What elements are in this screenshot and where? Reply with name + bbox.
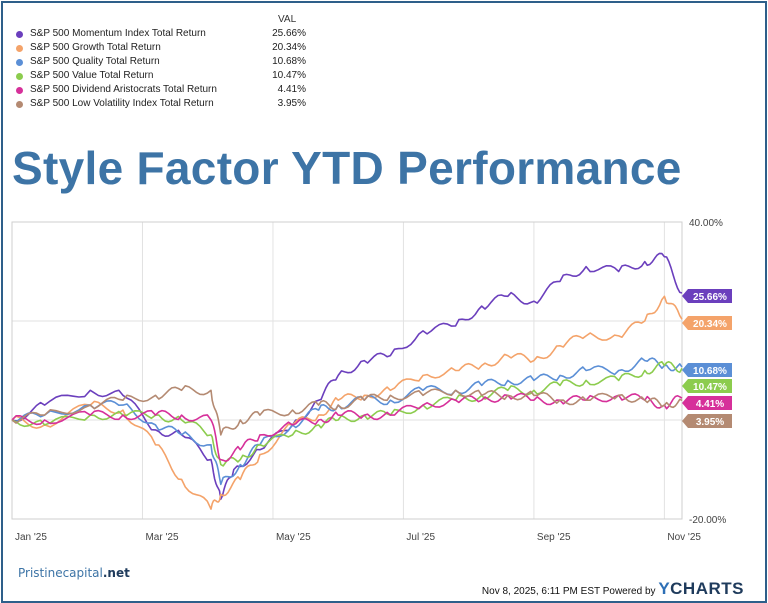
legend-value: 3.95% [277,98,306,109]
end-value-tag [682,396,732,410]
end-value-tag [682,316,732,330]
footer-timestamp: Nov 8, 2025, 6:11 PM EST Powered by YCHA… [482,579,744,599]
legend-label: S&P 500 Dividend Aristocrats Total Retur… [30,84,217,95]
legend-item[interactable]: S&P 500 Dividend Aristocrats Total Retur… [16,84,306,98]
legend-value: 20.34% [272,42,306,53]
legend-label: S&P 500 Momentum Index Total Return [30,28,206,39]
x-tick-label: Jul '25 [406,532,435,543]
series-line[interactable] [11,295,683,510]
legend-label: S&P 500 Low Volatility Index Total Retur… [30,98,214,109]
x-tick-label: May '25 [276,532,311,543]
plot-area [11,221,683,520]
series-line[interactable] [11,357,683,486]
ycharts-y: Y [658,579,671,598]
series-line[interactable] [11,392,683,462]
end-value-label: 10.47% [693,382,727,393]
series-line[interactable] [11,361,683,467]
end-value-tag [682,414,732,428]
x-tick-label: Jan '25 [15,532,47,543]
end-value-tag [682,289,732,303]
legend-value: 25.66% [272,28,306,39]
ycharts-rest: CHARTS [670,579,744,598]
legend-label: S&P 500 Quality Total Return [30,56,160,67]
legend-item[interactable]: S&P 500 Momentum Index Total Return 25.6… [16,28,306,42]
legend-value: 10.68% [272,56,306,67]
legend-item[interactable]: S&P 500 Quality Total Return 10.68% [16,56,306,70]
x-tick-label: Sep '25 [537,532,571,543]
legend-dot-growth [16,45,23,52]
legend-header: VAL [278,14,297,25]
legend-value: 10.47% [272,70,306,81]
legend-dot-value [16,73,23,80]
end-value-label: 10.68% [693,366,727,377]
end-value-label: 20.34% [693,319,727,330]
legend-dot-quality [16,59,23,66]
legend-label: S&P 500 Value Total Return [30,70,154,81]
legend-label: S&P 500 Growth Total Return [30,42,161,53]
brand-name: Pristinecapital [18,566,103,580]
x-tick-label: Nov '25 [667,532,701,543]
x-tick-label: Mar '25 [145,532,178,543]
y-tick-label: 40.00% [689,218,723,229]
brand-suffix: .net [102,566,130,580]
legend-item[interactable]: S&P 500 Growth Total Return 20.34% [16,42,306,56]
legend-value: 4.41% [277,84,306,95]
series-line[interactable] [11,385,683,436]
end-value-label: 4.41% [696,399,724,410]
timestamp-text: Nov 8, 2025, 6:11 PM EST Powered by [481,586,656,597]
brand-logo: Pristinecapital.net [18,566,130,580]
end-value-tag [682,379,732,393]
legend-item[interactable]: S&P 500 Low Volatility Index Total Retur… [16,98,306,112]
legend-dot-momentum [16,31,23,38]
page-title: Style Factor YTD Performance [12,142,682,194]
legend-dot-dividend [16,87,23,94]
ycharts-logo[interactable]: YCHARTS [658,579,744,598]
legend-dot-lowvol [16,101,23,108]
end-value-tag [682,363,732,377]
legend-item[interactable]: S&P 500 Value Total Return 10.47% [16,70,306,84]
series-line[interactable] [11,252,683,500]
end-value-label: 25.66% [693,292,727,303]
end-value-label: 3.95% [696,417,724,428]
y-tick-label: -20.00% [689,515,726,526]
